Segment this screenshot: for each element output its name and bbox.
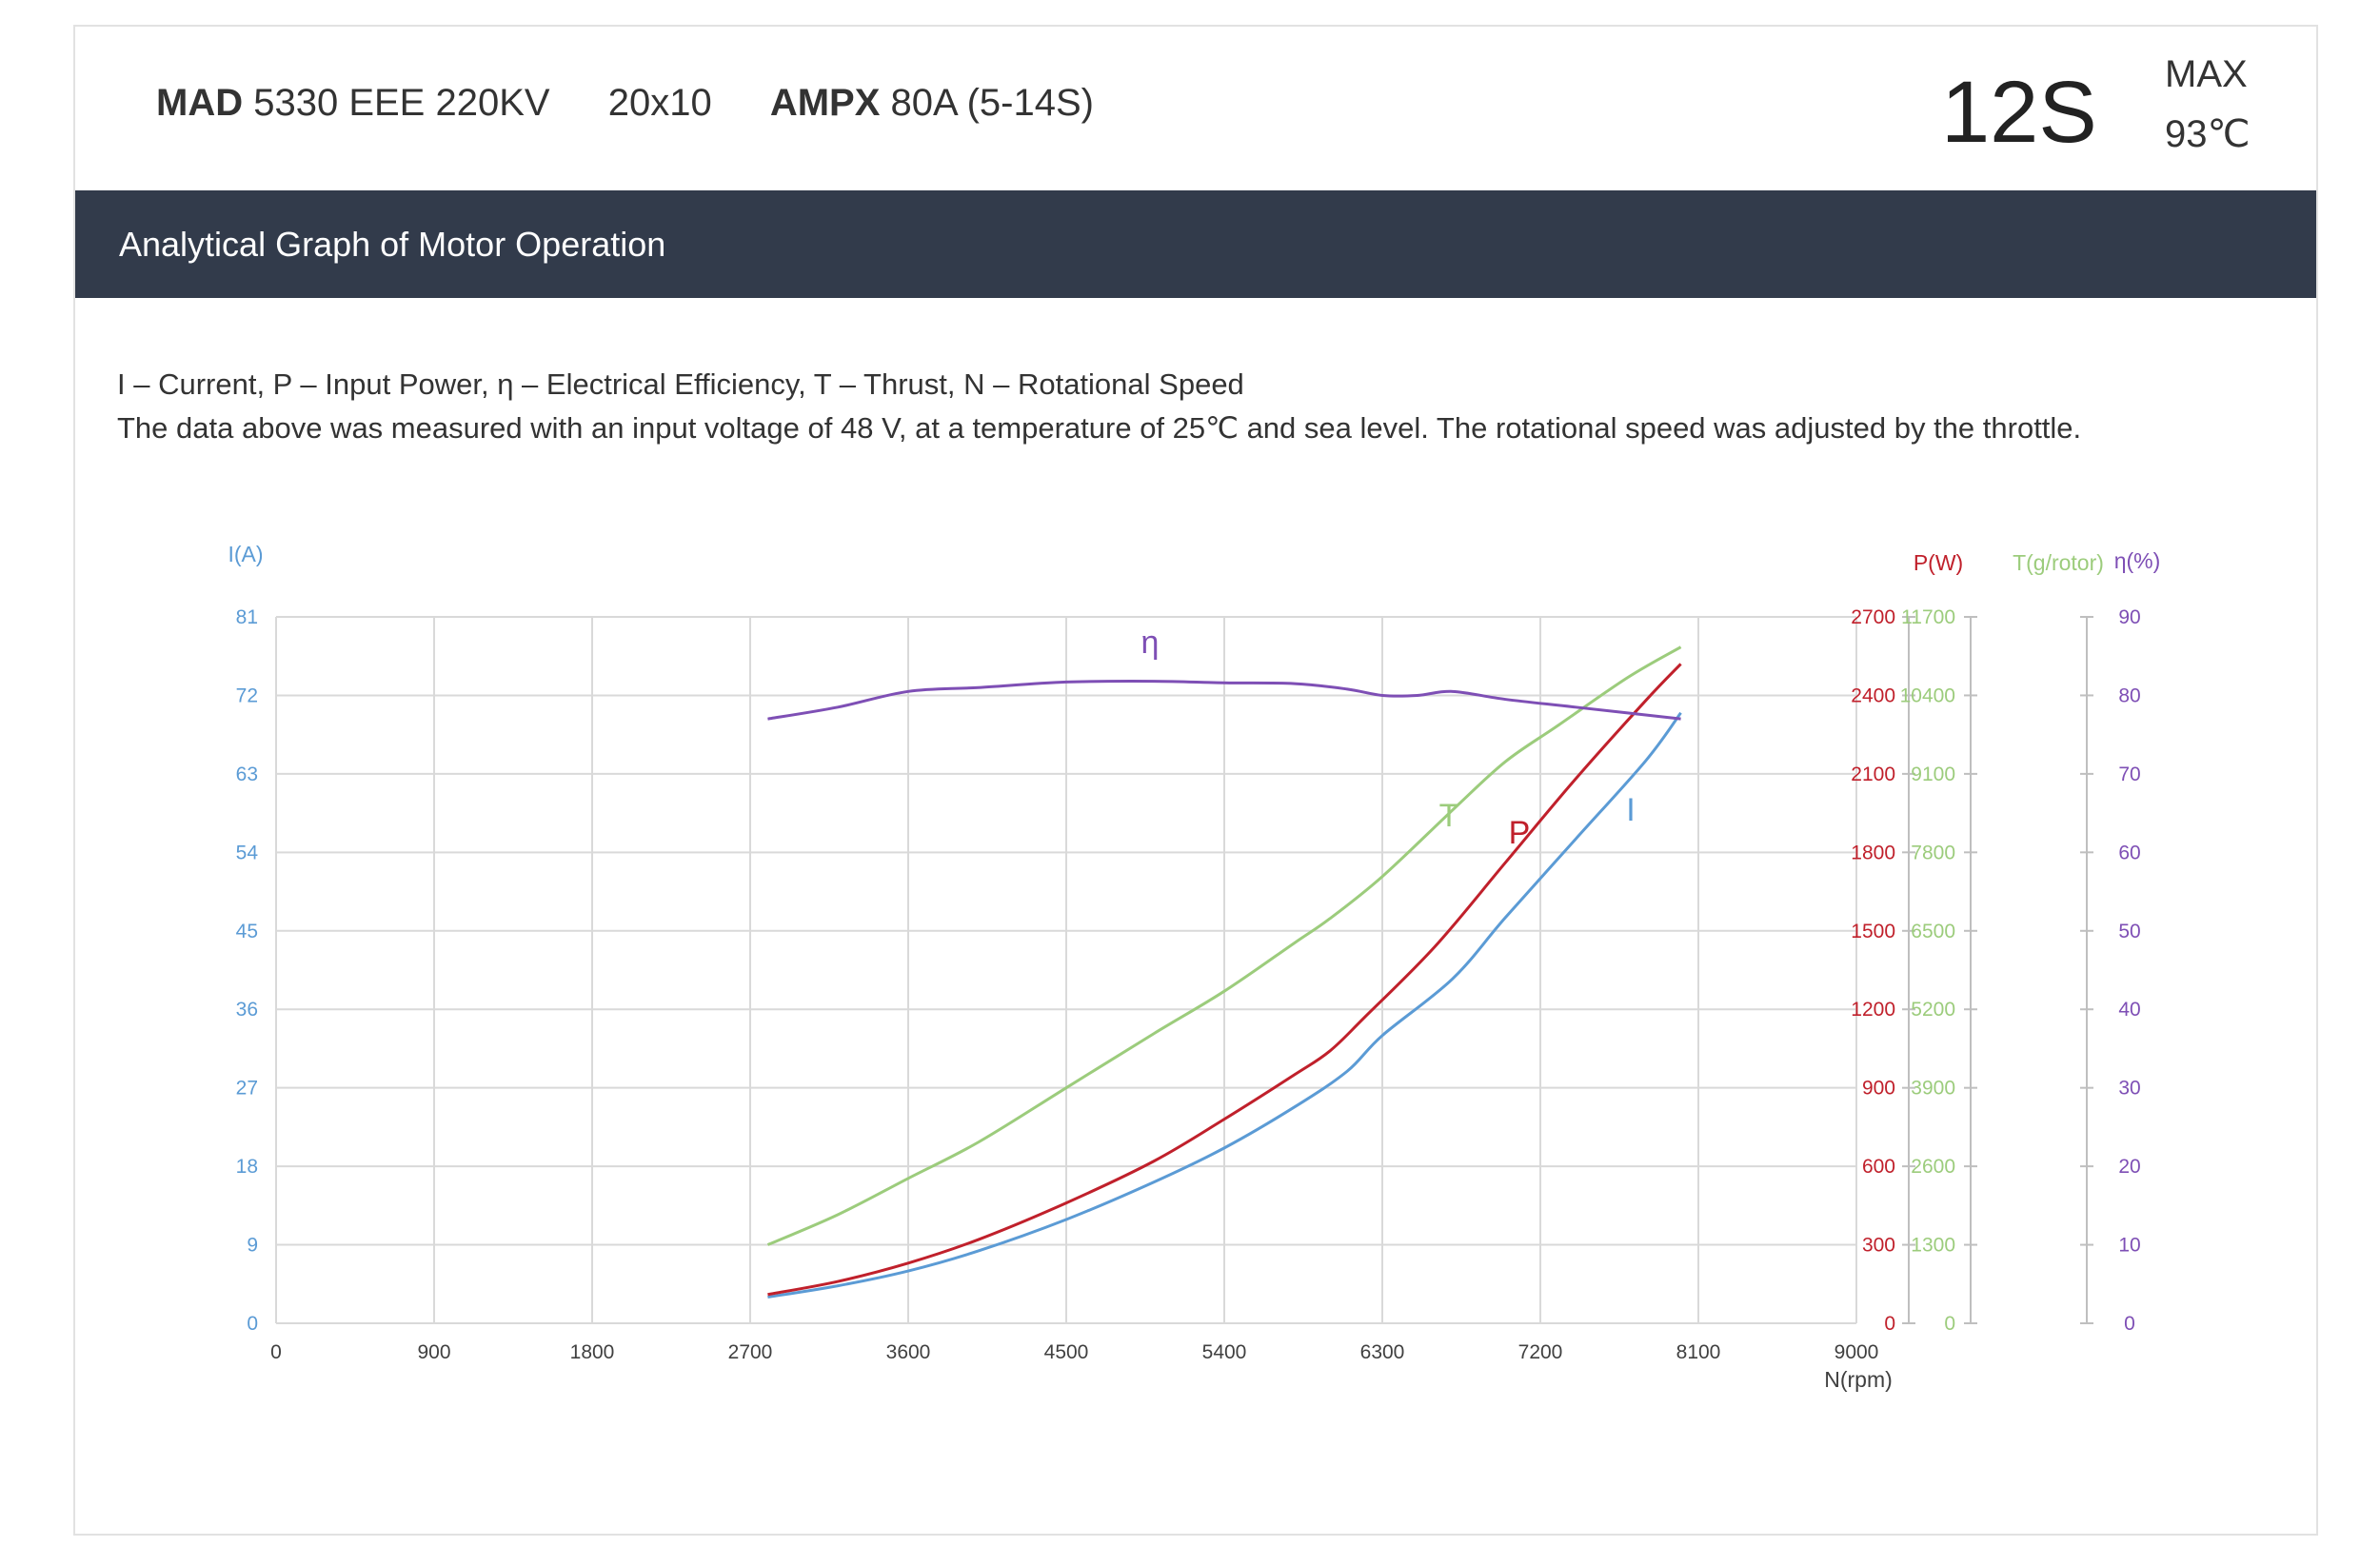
section-title: Analytical Graph of Motor Operation: [119, 225, 666, 264]
header: MAD 5330 EEE 220KV 20x10 AMPX 80A (5-14S…: [75, 27, 2316, 188]
thrust-tick-label: 3900: [1911, 1078, 1955, 1100]
max-temp-label: MAX: [2165, 53, 2248, 95]
current-tick-label: 54: [236, 842, 259, 863]
efficiency-tick-label: 50: [2118, 921, 2140, 942]
efficiency-tick-label: 10: [2118, 1235, 2140, 1257]
efficiency-tick-label: 70: [2118, 764, 2140, 785]
efficiency-tick-label: 20: [2118, 1156, 2140, 1178]
power-tick-label: 2100: [1851, 764, 1895, 785]
efficiency-annotation: η: [1141, 625, 1160, 661]
x-tick-label: 6300: [1360, 1341, 1405, 1363]
thrust-tick-label: 5200: [1911, 999, 1955, 1021]
efficiency-tick-label: 30: [2118, 1078, 2140, 1100]
current-tick-label: 72: [236, 684, 258, 706]
efficiency-axis-label: η(%): [2114, 548, 2161, 573]
current-annotation: I: [1626, 792, 1635, 828]
current-tick-label: 0: [247, 1313, 258, 1335]
power-tick-label: 2400: [1851, 684, 1895, 706]
thrust-tick-label: 9100: [1911, 764, 1955, 785]
x-tick-label: 5400: [1202, 1341, 1247, 1363]
thrust-series-line: [766, 645, 1682, 1246]
x-tick-label: 2700: [728, 1341, 773, 1363]
thrust-tick-label: 0: [1944, 1313, 1955, 1335]
thrust-annotation: T: [1439, 798, 1459, 834]
power-tick-label: 1500: [1851, 921, 1895, 942]
current-tick-label: 36: [236, 999, 258, 1021]
thrust-tick-label: 7800: [1911, 842, 1955, 863]
thrust-tick-label: 2600: [1911, 1156, 1955, 1178]
efficiency-tick-label: 0: [2124, 1313, 2135, 1335]
current-tick-label: 45: [236, 921, 258, 942]
power-tick-label: 900: [1862, 1078, 1895, 1100]
current-axis-label: I(A): [228, 542, 263, 566]
x-tick-label: 0: [270, 1341, 282, 1363]
legend-line-2: The data above was measured with an inpu…: [117, 411, 2082, 445]
efficiency-tick-label: 40: [2118, 999, 2140, 1021]
efficiency-series-line: [767, 680, 1681, 721]
power-tick-label: 1800: [1851, 842, 1895, 863]
thrust-axis-label: T(g/rotor): [2013, 550, 2104, 575]
current-tick-label: 63: [236, 764, 258, 785]
thrust-tick-label: 1300: [1911, 1235, 1955, 1257]
thrust-tick-label: 11700: [1901, 606, 1955, 628]
current-tick-label: 27: [236, 1078, 258, 1100]
motor-model: 5330 EEE 220KV: [253, 82, 550, 124]
section-band: Analytical Graph of Motor Operation: [75, 190, 2316, 298]
header-specs: MAD 5330 EEE 220KV 20x10 AMPX 80A (5-14S…: [156, 82, 1094, 125]
max-temp-value: 93℃: [2165, 113, 2251, 155]
efficiency-tick-label: 80: [2118, 684, 2140, 706]
current-tick-label: 81: [236, 606, 258, 628]
motor-brand: MAD: [156, 82, 244, 124]
legend-line-1: I – Current, P – Input Power, η – Electr…: [117, 367, 1244, 401]
x-tick-label: 3600: [886, 1341, 931, 1363]
x-tick-label: 900: [417, 1341, 450, 1363]
efficiency-tick-label: 60: [2118, 842, 2140, 863]
chart-grid: [275, 616, 1857, 1324]
efficiency-tick-label: 90: [2118, 606, 2140, 628]
x-tick-label: 8100: [1676, 1341, 1721, 1363]
x-tick-label: 4500: [1044, 1341, 1089, 1363]
esc-model: 80A (5-14S): [890, 82, 1094, 124]
x-tick-label: 9000: [1835, 1341, 1879, 1363]
thrust-tick-label: 10400: [1900, 684, 1955, 706]
chart-series: [766, 645, 1682, 1299]
cell-count: 12S: [1941, 64, 2097, 161]
current-tick-label: 9: [247, 1235, 258, 1257]
power-series-line: [767, 663, 1682, 1297]
spec-card: MAD 5330 EEE 220KV 20x10 AMPX 80A (5-14S…: [73, 25, 2318, 1536]
power-tick-label: 600: [1862, 1156, 1895, 1178]
power-tick-label: 2700: [1851, 606, 1895, 628]
chart-labels: η T P I: [1141, 625, 1636, 851]
chart-axes: 0 900 1800 2700 3600 4500 5400 6300 7200 8100 9000…: [228, 542, 2160, 1392]
x-tick-label: 7200: [1518, 1341, 1563, 1363]
x-tick-label: 1800: [570, 1341, 615, 1363]
current-tick-label: 18: [236, 1156, 258, 1178]
prop-size: 20x10: [607, 82, 712, 124]
power-annotation: P: [1509, 815, 1531, 851]
esc-brand: AMPX: [769, 82, 881, 124]
power-tick-label: 1200: [1851, 999, 1895, 1021]
thrust-tick-label: 6500: [1911, 921, 1955, 942]
current-series-line: [767, 711, 1682, 1299]
power-tick-label: 300: [1862, 1235, 1895, 1257]
power-axis-label: P(W): [1914, 550, 1963, 575]
power-tick-label: 0: [1884, 1313, 1895, 1335]
x-axis-label: N(rpm): [1824, 1367, 1893, 1392]
